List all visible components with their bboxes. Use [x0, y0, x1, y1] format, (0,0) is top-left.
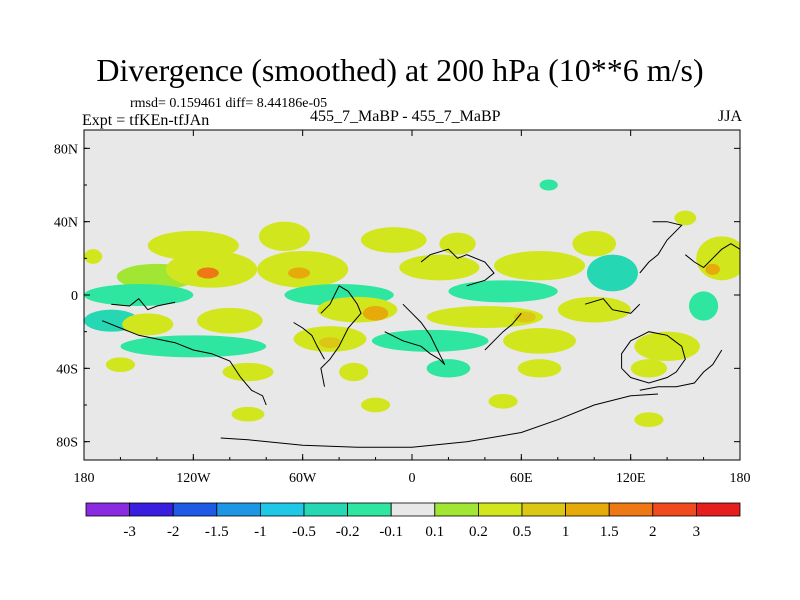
contour-region [572, 230, 617, 257]
experiment-label: Expt = tfKEn-tfJAn [82, 112, 210, 129]
x-tick-label: 180 [74, 471, 95, 486]
x-tick-label: 180 [730, 471, 751, 486]
contour-region [360, 227, 427, 253]
contour-region [630, 359, 668, 378]
x-tick-label: 120W [176, 471, 211, 486]
chart-title: Divergence (smoothed) at 200 hPa (10**6 … [96, 52, 704, 88]
contour-region [339, 362, 369, 382]
coastline [484, 312, 522, 351]
contour-region [539, 179, 558, 191]
coastline [102, 320, 267, 406]
contour-region [634, 412, 664, 427]
axis-ticks: 180 120W 60W 0 60E 120E 180 80N 40N 0 40S 80S [54, 130, 751, 486]
coastline [420, 248, 495, 287]
contour-region [426, 359, 471, 378]
coastline [293, 322, 325, 360]
y-tick-label: 80N [54, 142, 78, 157]
x-tick-label: 60W [289, 471, 317, 486]
coastline [639, 221, 683, 274]
coastline [320, 285, 362, 387]
y-tick-label: 80S [56, 436, 78, 451]
coastline [684, 243, 740, 269]
contour-region [222, 362, 274, 382]
coastline-layer [102, 221, 740, 448]
x-tick-label: 0 [409, 471, 416, 486]
contour-region [705, 263, 720, 275]
coastline [111, 298, 176, 311]
coastline [584, 298, 641, 314]
contour-region [494, 250, 586, 281]
contour-region [105, 357, 136, 372]
contour-region [84, 284, 194, 306]
contour-region [147, 230, 239, 261]
contour-region [196, 267, 219, 279]
contour-region [517, 359, 562, 378]
contour-region [503, 328, 576, 354]
y-tick-label: 40S [56, 362, 78, 377]
contour-region [319, 337, 341, 349]
contour-region [258, 221, 310, 251]
y-tick-label: 0 [71, 289, 78, 304]
contour-region [360, 397, 391, 413]
contour-region [514, 311, 536, 323]
contour-region [439, 232, 476, 255]
contour-region [122, 313, 174, 336]
comparison-label: 455_7_MaBP - 455_7_MaBP [310, 108, 501, 125]
contour-region [586, 254, 638, 292]
y-tick-label: 40N [54, 216, 78, 231]
contour-region [120, 335, 267, 358]
contour-region [674, 210, 697, 226]
coastline [384, 303, 446, 366]
contour-region [196, 307, 263, 334]
contour-region [288, 267, 310, 279]
stats-text: rmsd= 0.159461 diff= 8.44186e-05 [130, 96, 328, 111]
contour-region [488, 394, 518, 409]
contour-region [84, 249, 103, 264]
season-label: JJA [717, 108, 742, 125]
contour-region [634, 331, 700, 362]
x-tick-label: 120E [616, 471, 646, 486]
contour-fill-layer [84, 179, 740, 427]
coastline [621, 331, 686, 384]
contour-region [231, 406, 265, 422]
contour-region [399, 254, 480, 281]
contour-region [448, 280, 558, 303]
coastline [639, 349, 723, 391]
contour-region [362, 306, 389, 321]
contour-region [688, 291, 719, 321]
x-tick-label: 60E [510, 471, 533, 486]
coastline [220, 393, 659, 448]
contour-region [371, 329, 489, 352]
contour-region [557, 296, 631, 323]
